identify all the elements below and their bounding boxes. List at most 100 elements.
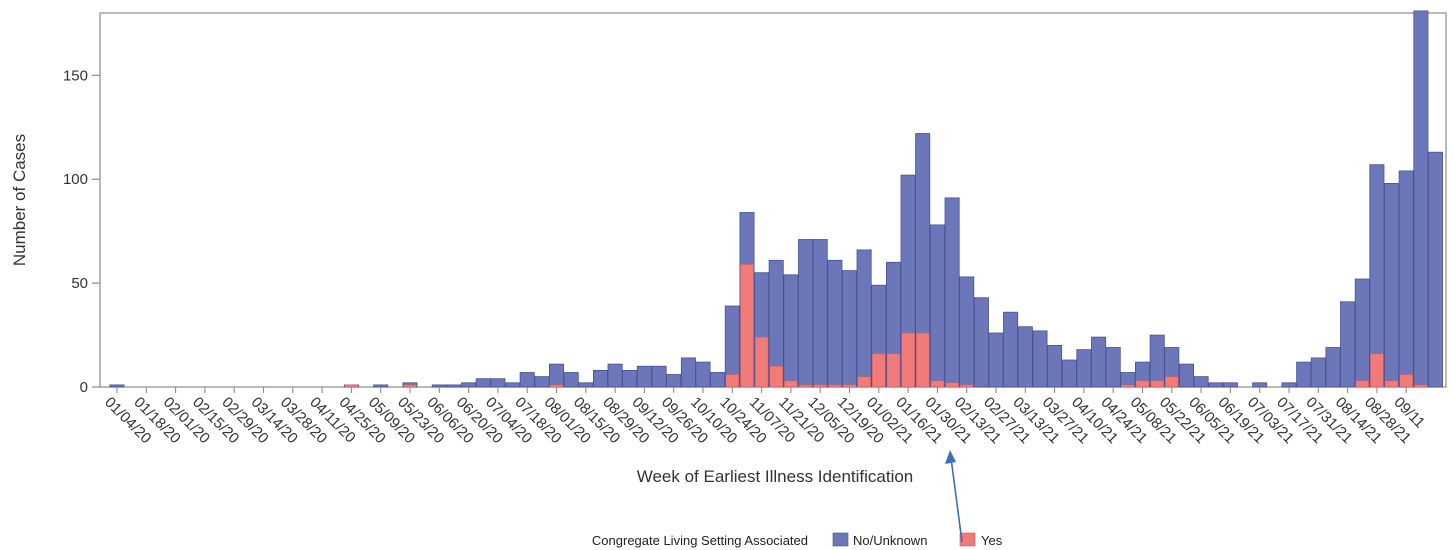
bar-no-unknown	[563, 372, 579, 388]
bar-no-unknown	[1296, 361, 1312, 388]
bar-yes	[1121, 384, 1135, 388]
bar-no-unknown	[1017, 326, 1033, 388]
bar-no-unknown	[1208, 382, 1224, 388]
bar-no-unknown	[1325, 347, 1341, 388]
bar-no-unknown	[929, 224, 945, 388]
bar-no-unknown	[856, 249, 872, 388]
bar-yes	[901, 332, 915, 388]
bar-no-unknown	[1281, 382, 1297, 388]
x-axis: 01/04/2001/18/2002/01/2002/15/2002/29/20…	[101, 387, 1428, 447]
bar-no-unknown	[1105, 347, 1121, 388]
bar-no-unknown	[636, 365, 652, 388]
bar-no-unknown	[1340, 301, 1356, 388]
bar-no-unknown	[1179, 363, 1195, 388]
bar-no-unknown	[988, 332, 1004, 388]
arrow-up-icon	[945, 450, 963, 543]
bar-yes	[769, 365, 784, 388]
bar-no-unknown	[959, 276, 975, 388]
bar-no-unknown	[651, 365, 667, 388]
bar-no-unknown	[1061, 359, 1077, 388]
y-tick-label: 0	[80, 379, 88, 396]
bar-no-unknown	[842, 270, 858, 388]
x-axis-title: Week of Earliest Illness Identification	[637, 467, 914, 486]
bar-no-unknown	[109, 384, 125, 388]
bar-yes	[842, 384, 857, 388]
bar-no-unknown	[504, 382, 520, 388]
bar-no-unknown	[973, 297, 989, 388]
legend-swatch-yes	[959, 532, 976, 547]
bar-no-unknown	[944, 197, 960, 388]
bar-no-unknown	[446, 384, 462, 388]
bar-no-unknown	[1354, 278, 1370, 388]
bar-no-unknown	[461, 382, 477, 388]
bar-yes	[1414, 384, 1428, 388]
bar-no-unknown	[490, 378, 506, 388]
bar-no-unknown	[593, 369, 609, 388]
legend-label-yes: Yes	[981, 533, 1003, 548]
bar-no-unknown	[1252, 382, 1268, 388]
bar-no-unknown	[1091, 336, 1107, 388]
y-tick-label: 50	[71, 275, 88, 292]
bar-no-unknown	[1413, 10, 1429, 388]
bar-yes	[344, 384, 359, 388]
y-tick-label: 150	[63, 67, 88, 84]
bar-yes	[403, 384, 417, 388]
bar-yes	[959, 384, 974, 388]
bar-no-unknown	[1149, 334, 1165, 388]
bar-no-unknown	[549, 363, 565, 388]
bar-yes	[549, 384, 564, 388]
bar-yes	[798, 384, 813, 388]
bar-yes	[813, 384, 827, 388]
bar-yes	[725, 374, 740, 388]
bar-no-unknown	[827, 259, 843, 388]
legend-swatch-no-unknown	[832, 532, 849, 547]
bar-no-unknown	[1032, 330, 1048, 388]
bar-no-unknown	[783, 274, 799, 388]
bar-yes	[784, 380, 798, 388]
legend-title: Congregate Living Setting Associated	[592, 533, 808, 548]
bar-yes	[828, 384, 842, 388]
bar-no-unknown	[1222, 382, 1238, 388]
bar-no-unknown	[695, 361, 711, 388]
legend: Congregate Living Setting Associated No/…	[592, 532, 1003, 548]
bar-no-unknown	[1003, 311, 1019, 388]
bar-yes	[1150, 380, 1164, 388]
bar-no-unknown	[666, 374, 682, 388]
y-axis-title: Number of Cases	[10, 134, 29, 266]
bar-yes	[1370, 353, 1384, 388]
bar-yes	[1135, 380, 1150, 388]
bar-yes	[754, 336, 769, 388]
bar-yes	[916, 332, 930, 388]
y-tick-label: 100	[63, 171, 88, 188]
bar-no-unknown	[1398, 170, 1414, 388]
bar-yes	[1165, 376, 1179, 388]
bar-yes	[872, 353, 886, 388]
bar-yes	[857, 376, 871, 388]
bar-yes	[1384, 380, 1399, 388]
bar-yes	[1399, 374, 1413, 388]
bar-no-unknown	[680, 357, 696, 388]
bar-yes	[740, 264, 754, 388]
bar-no-unknown	[578, 382, 594, 388]
bar-no-unknown	[710, 372, 726, 388]
bar-no-unknown	[1310, 357, 1326, 388]
bar-no-unknown	[519, 372, 535, 388]
bar-no-unknown	[1193, 376, 1209, 388]
bar-no-unknown	[431, 384, 447, 388]
bars-layer	[109, 10, 1444, 388]
bar-no-unknown	[475, 378, 491, 388]
bar-no-unknown	[1384, 182, 1400, 388]
bar-no-unknown	[1076, 349, 1092, 388]
bar-yes	[945, 382, 959, 388]
bar-no-unknown	[373, 384, 389, 388]
bar-no-unknown	[1428, 151, 1444, 388]
y-axis: 0 50 100 150	[63, 67, 100, 396]
bar-yes	[886, 353, 901, 388]
bar-no-unknown	[1047, 344, 1063, 388]
bar-no-unknown	[534, 376, 550, 388]
bar-no-unknown	[812, 239, 828, 388]
bar-yes	[1355, 380, 1370, 388]
bar-no-unknown	[607, 363, 623, 388]
bar-yes	[930, 380, 945, 388]
